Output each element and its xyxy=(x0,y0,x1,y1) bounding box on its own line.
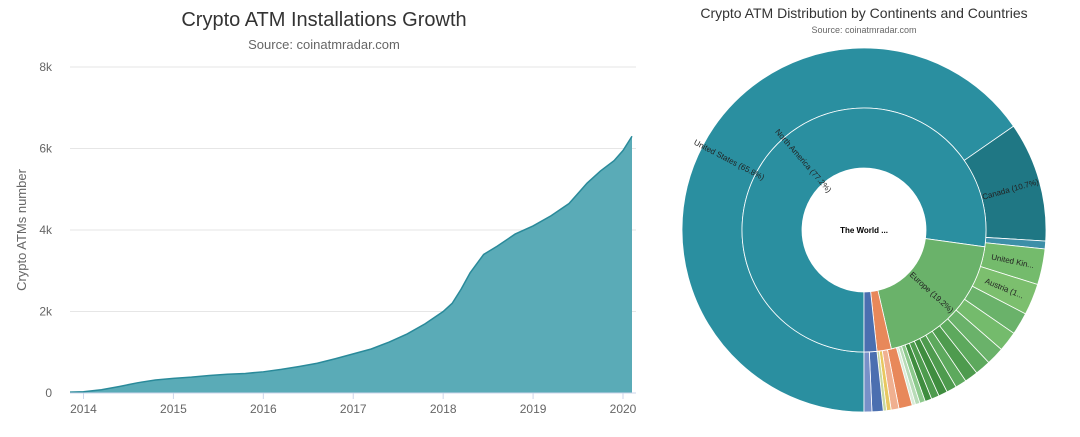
distribution-sunburst-chart: Crypto ATM Distribution by Continents an… xyxy=(650,0,1080,432)
area-fill xyxy=(70,136,632,393)
y-tick-label: 6k xyxy=(39,142,53,156)
sunburst-subtitle: Source: coinatmradar.com xyxy=(811,25,916,35)
installations-growth-chart: Crypto ATM Installations Growth Source: … xyxy=(14,9,637,416)
sunburst-center[interactable] xyxy=(802,168,926,292)
y-axis-label: Crypto ATMs number xyxy=(14,168,29,291)
y-axis-ticks: 0 2k 4k 6k 8k xyxy=(39,60,53,400)
sunburst-title: Crypto ATM Distribution by Continents an… xyxy=(700,5,1027,21)
x-tick-label: 2020 xyxy=(610,402,637,416)
x-tick-label: 2015 xyxy=(160,402,187,416)
x-tick-label: 2016 xyxy=(250,402,277,416)
y-tick-label: 4k xyxy=(39,223,53,237)
y-tick-label: 8k xyxy=(39,60,53,74)
sunburst-svg: Crypto ATM Distribution by Continents an… xyxy=(681,5,1047,413)
area-series xyxy=(69,135,633,393)
x-tick-label: 2014 xyxy=(70,402,97,416)
area-chart-title: Crypto ATM Installations Growth xyxy=(181,9,466,31)
x-tick-label: 2018 xyxy=(430,402,457,416)
y-tick-label: 2k xyxy=(39,305,53,319)
inner-ring xyxy=(741,107,987,353)
area-chart-subtitle: Source: coinatmradar.com xyxy=(248,37,400,52)
x-axis-ticks: 2014 2015 2016 2017 2018 2019 2020 xyxy=(70,392,637,416)
x-tick-label: 2019 xyxy=(520,402,547,416)
area-line xyxy=(69,135,633,393)
area-chart-svg: Crypto ATM Installations Growth Source: … xyxy=(14,9,637,416)
center-label: The World ... xyxy=(840,226,888,235)
y-tick-label: 0 xyxy=(45,386,52,400)
x-tick-label: 2017 xyxy=(340,402,367,416)
